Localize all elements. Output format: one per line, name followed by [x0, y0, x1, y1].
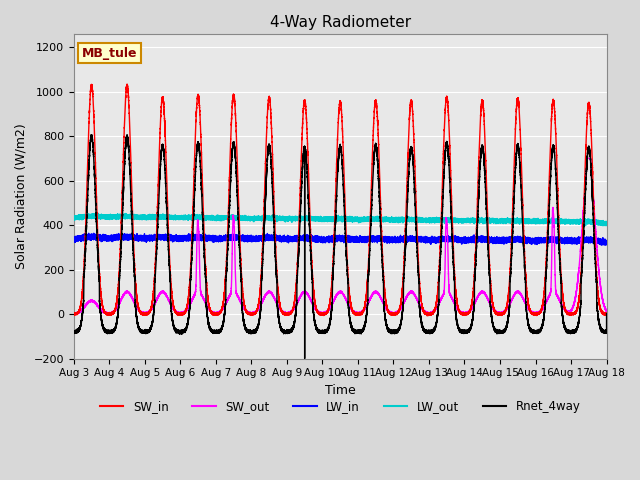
Text: MB_tule: MB_tule: [82, 47, 137, 60]
Title: 4-Way Radiometer: 4-Way Radiometer: [269, 15, 411, 30]
X-axis label: Time: Time: [324, 384, 356, 397]
Legend: SW_in, SW_out, LW_in, LW_out, Rnet_4way: SW_in, SW_out, LW_in, LW_out, Rnet_4way: [95, 395, 585, 418]
Y-axis label: Solar Radiation (W/m2): Solar Radiation (W/m2): [15, 123, 28, 269]
